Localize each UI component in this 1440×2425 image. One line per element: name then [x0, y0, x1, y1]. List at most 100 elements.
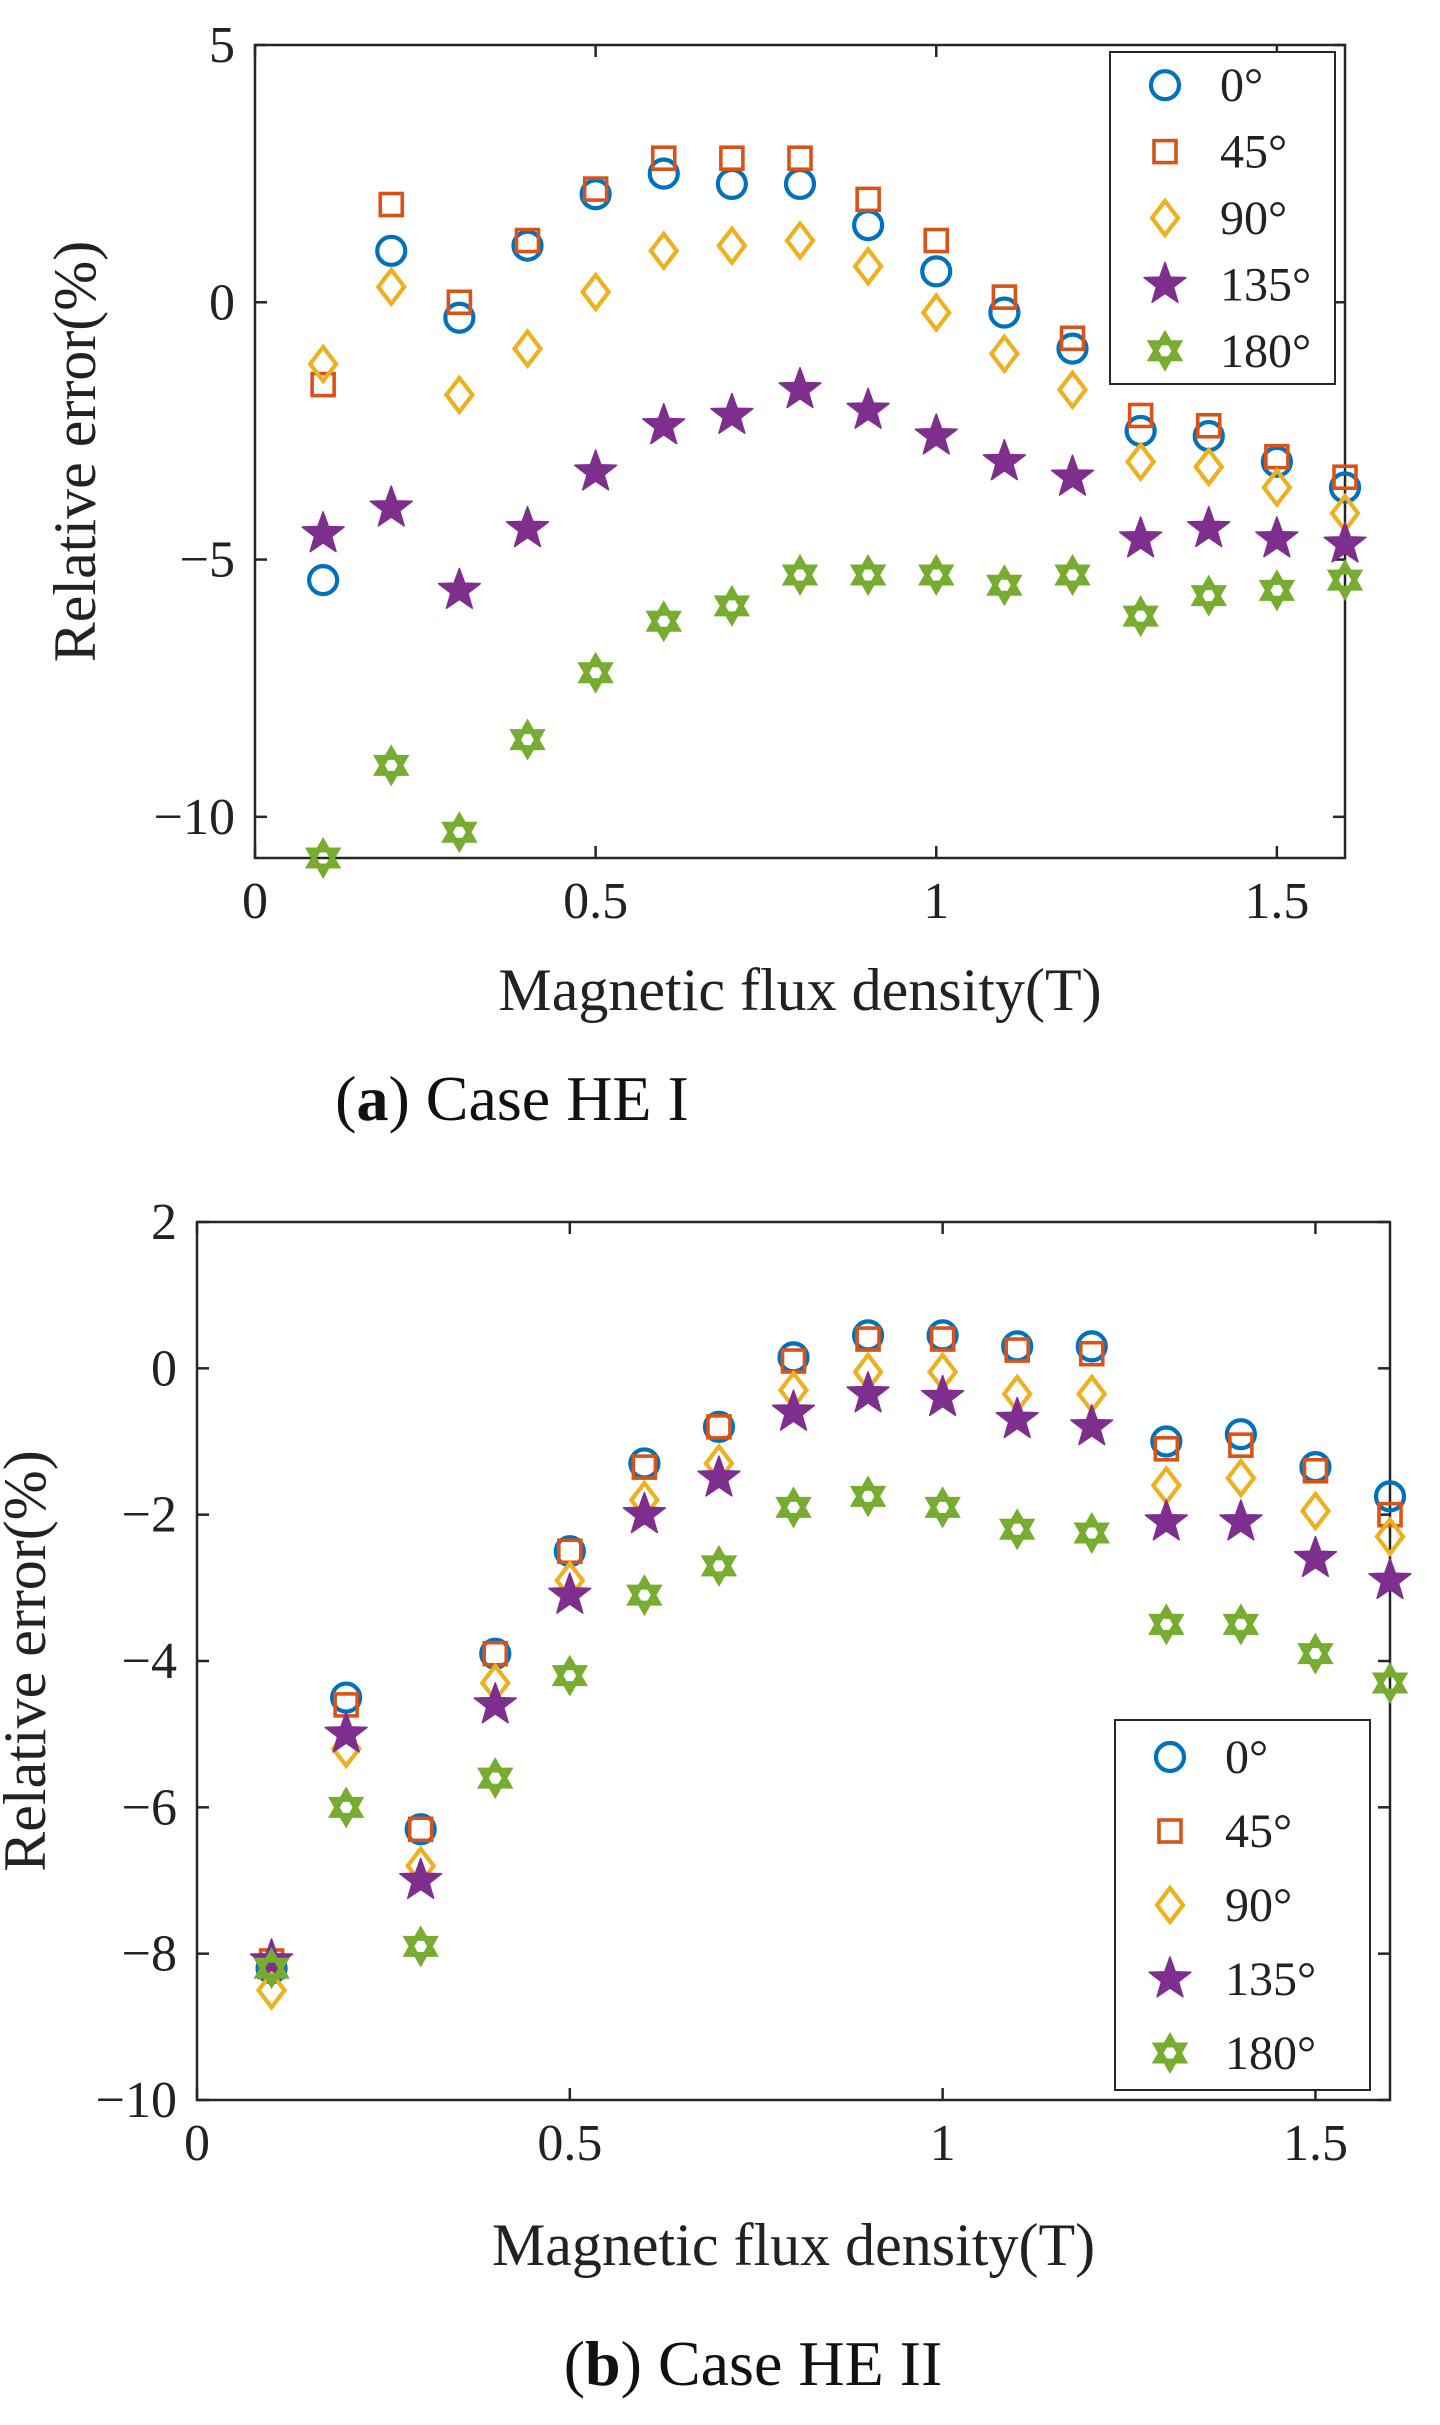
x-tick-label: 0.5: [537, 2115, 602, 2172]
data-point: [775, 1486, 812, 1529]
data-point-up: [551, 1654, 589, 1687]
data-point: [991, 284, 1018, 310]
data-point: [650, 145, 677, 172]
x-tick-label: 1.5: [1283, 2115, 1348, 2172]
data-point: [1225, 1457, 1257, 1499]
legend-marker-down: [1151, 2042, 1189, 2074]
data-point: [327, 1786, 365, 1829]
data-point: [846, 1371, 890, 1413]
x-axis-label: Magnetic flux density(T): [492, 2212, 1095, 2278]
legend-marker: [1154, 1884, 1186, 1926]
data-point: [402, 1925, 439, 1968]
x-tick-label: 0.5: [563, 873, 628, 930]
data-point: [784, 220, 816, 261]
data-point-down: [373, 754, 410, 787]
data-point: [700, 1544, 738, 1587]
data-point: [923, 227, 950, 254]
x-tick-label: 1: [923, 873, 949, 930]
data-point: [255, 1969, 288, 2011]
data-point-down: [551, 1665, 589, 1697]
data-point: [706, 1414, 732, 1440]
legend-marker: [1143, 261, 1187, 303]
data-point: [514, 227, 541, 254]
data-point-down: [1190, 585, 1227, 617]
data-point-down: [402, 1935, 439, 1968]
data-point-down: [1222, 1613, 1260, 1646]
data-point: [373, 744, 410, 787]
data-point-up: [402, 1925, 439, 1957]
data-point-up: [781, 553, 819, 586]
data-point-down: [849, 1485, 887, 1518]
data-point: [1293, 1535, 1338, 1578]
data-point-up: [1190, 574, 1227, 607]
data-point-up: [1297, 1632, 1334, 1665]
legend-marker: [1153, 1740, 1187, 1774]
data-point: [1004, 1337, 1030, 1363]
data-point: [787, 145, 813, 172]
data-point: [1148, 1603, 1185, 1646]
data-point-down: [477, 1767, 514, 1800]
data-point: [582, 176, 609, 202]
legend-marker: [1146, 329, 1184, 372]
data-point: [982, 439, 1027, 481]
data-point: [473, 1682, 517, 1724]
data-point: [1056, 369, 1089, 411]
data-point: [849, 553, 887, 596]
data-point: [375, 266, 407, 308]
data-point: [645, 600, 682, 643]
legend-label: 180°: [1220, 325, 1311, 378]
data-point-up: [1054, 553, 1091, 586]
data-point: [1332, 464, 1358, 491]
series-4: [253, 1475, 1409, 1990]
data-point: [1373, 1480, 1407, 1513]
data-point: [1368, 1557, 1412, 1600]
data-point: [1255, 516, 1299, 558]
data-point: [304, 836, 342, 880]
data-point: [378, 191, 405, 218]
data-point: [579, 271, 612, 313]
data-point-up: [1073, 1511, 1110, 1544]
legend-marker-up: [1151, 2032, 1189, 2064]
data-point: [716, 225, 748, 267]
data-point-down: [1073, 1522, 1110, 1554]
x-tick-label: 1.5: [1244, 873, 1309, 930]
data-point: [307, 564, 340, 597]
data-point: [1056, 332, 1089, 365]
data-point-up: [509, 718, 546, 751]
data-point-down: [1122, 605, 1159, 638]
data-point: [1219, 1499, 1263, 1541]
data-point-down: [1326, 569, 1364, 602]
y-tick-label: −10: [154, 789, 235, 846]
data-point: [1073, 1511, 1110, 1554]
data-point: [920, 1374, 965, 1417]
data-point: [511, 229, 544, 262]
data-point: [647, 157, 680, 190]
data-point: [573, 449, 618, 491]
data-point-down: [577, 662, 614, 694]
data-point: [1124, 441, 1157, 483]
data-point: [988, 296, 1021, 329]
data-point: [998, 1508, 1036, 1551]
data-point: [505, 505, 550, 548]
legend-marker: [1157, 1818, 1183, 1844]
data-point: [1144, 1499, 1188, 1541]
data-point-down: [626, 1584, 663, 1617]
data-point: [713, 584, 751, 627]
data-point-up: [713, 584, 751, 617]
data-point-up: [1122, 595, 1159, 627]
series-2: [307, 220, 1361, 534]
data-point: [995, 1396, 1039, 1439]
data-point: [626, 1574, 663, 1617]
data-point: [1150, 1425, 1183, 1458]
data-point: [253, 1947, 290, 1990]
data-point-down: [1297, 1643, 1334, 1675]
data-point-down: [924, 1496, 961, 1529]
data-point-down: [1054, 564, 1091, 596]
data-point: [407, 1816, 434, 1843]
data-point-down: [849, 564, 887, 596]
data-point-up: [577, 651, 614, 684]
data-point-up: [645, 600, 682, 632]
data-point-down: [1148, 1613, 1185, 1646]
legend-label: 135°: [1225, 1953, 1316, 2006]
data-point: [846, 387, 890, 429]
